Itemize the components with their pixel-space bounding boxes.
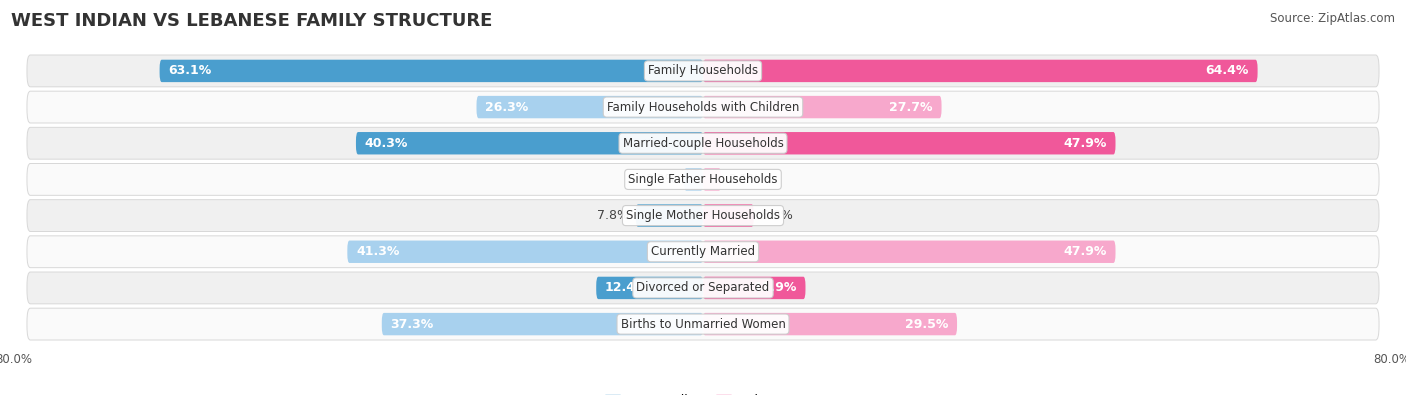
FancyBboxPatch shape [703, 96, 942, 118]
Text: 64.4%: 64.4% [1205, 64, 1249, 77]
Text: 2.2%: 2.2% [645, 173, 678, 186]
Text: Single Father Households: Single Father Households [628, 173, 778, 186]
Text: Source: ZipAtlas.com: Source: ZipAtlas.com [1270, 12, 1395, 25]
FancyBboxPatch shape [636, 204, 703, 227]
Text: 7.8%: 7.8% [598, 209, 628, 222]
FancyBboxPatch shape [27, 55, 1379, 87]
FancyBboxPatch shape [27, 199, 1379, 231]
FancyBboxPatch shape [703, 241, 1115, 263]
Text: Family Households with Children: Family Households with Children [607, 101, 799, 114]
Text: Married-couple Households: Married-couple Households [623, 137, 783, 150]
Text: 37.3%: 37.3% [391, 318, 433, 331]
Text: Divorced or Separated: Divorced or Separated [637, 281, 769, 294]
FancyBboxPatch shape [27, 272, 1379, 304]
FancyBboxPatch shape [27, 91, 1379, 123]
FancyBboxPatch shape [703, 313, 957, 335]
Text: 2.1%: 2.1% [728, 173, 759, 186]
FancyBboxPatch shape [703, 132, 1115, 154]
Text: 12.4%: 12.4% [605, 281, 648, 294]
Text: WEST INDIAN VS LEBANESE FAMILY STRUCTURE: WEST INDIAN VS LEBANESE FAMILY STRUCTURE [11, 12, 492, 30]
FancyBboxPatch shape [477, 96, 703, 118]
Text: 29.5%: 29.5% [905, 318, 949, 331]
FancyBboxPatch shape [27, 127, 1379, 159]
Text: Family Households: Family Households [648, 64, 758, 77]
Text: Currently Married: Currently Married [651, 245, 755, 258]
FancyBboxPatch shape [703, 60, 1257, 82]
Text: 47.9%: 47.9% [1063, 137, 1107, 150]
FancyBboxPatch shape [27, 308, 1379, 340]
Text: Single Mother Households: Single Mother Households [626, 209, 780, 222]
FancyBboxPatch shape [382, 313, 703, 335]
FancyBboxPatch shape [347, 241, 703, 263]
FancyBboxPatch shape [160, 60, 703, 82]
Text: 40.3%: 40.3% [364, 137, 408, 150]
Text: 26.3%: 26.3% [485, 101, 529, 114]
FancyBboxPatch shape [27, 164, 1379, 196]
Text: 11.9%: 11.9% [754, 281, 797, 294]
Text: 41.3%: 41.3% [356, 245, 399, 258]
Text: 27.7%: 27.7% [890, 101, 934, 114]
FancyBboxPatch shape [703, 277, 806, 299]
FancyBboxPatch shape [356, 132, 703, 154]
FancyBboxPatch shape [703, 168, 721, 191]
Text: Births to Unmarried Women: Births to Unmarried Women [620, 318, 786, 331]
Text: 5.9%: 5.9% [761, 209, 793, 222]
FancyBboxPatch shape [703, 204, 754, 227]
Legend: West Indian, Lebanese: West Indian, Lebanese [605, 394, 801, 395]
FancyBboxPatch shape [27, 236, 1379, 268]
FancyBboxPatch shape [685, 168, 703, 191]
FancyBboxPatch shape [596, 277, 703, 299]
Text: 47.9%: 47.9% [1063, 245, 1107, 258]
Text: 63.1%: 63.1% [169, 64, 211, 77]
